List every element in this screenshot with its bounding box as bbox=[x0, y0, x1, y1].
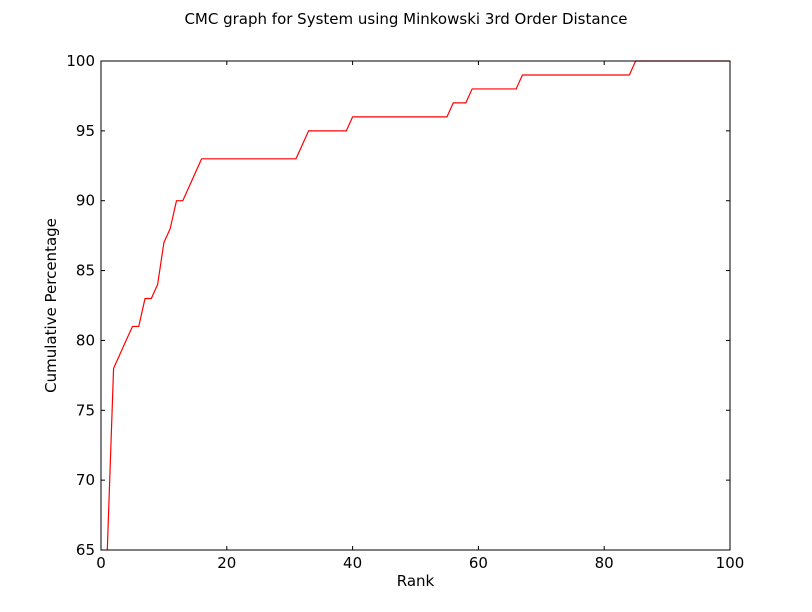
series-layer bbox=[106, 60, 730, 551]
x-tick-label: 80 bbox=[595, 554, 614, 572]
y-tick-label: 70 bbox=[76, 471, 95, 489]
y-tick-label: 85 bbox=[76, 262, 95, 280]
plot-area bbox=[101, 61, 730, 550]
y-tick-label: 90 bbox=[76, 192, 95, 210]
x-tick-label: 60 bbox=[469, 554, 488, 572]
y-tick-label: 95 bbox=[76, 122, 95, 140]
chart-title: CMC graph for System using Minkowski 3rd… bbox=[184, 10, 627, 28]
x-tick-label: 20 bbox=[217, 554, 236, 572]
y-tick-label: 80 bbox=[76, 331, 95, 349]
y-tick-label: 75 bbox=[76, 401, 95, 419]
x-tick-label: 0 bbox=[96, 554, 106, 572]
x-tick-label: 40 bbox=[343, 554, 362, 572]
x-tick-label: 100 bbox=[716, 554, 745, 572]
axes-ticks: 0 20 40 60 80 100 65 70 75 80 85 90 95 100 bbox=[66, 52, 744, 572]
series-line-0 bbox=[106, 60, 730, 551]
y-tick-label: 65 bbox=[76, 541, 95, 559]
plot-frame bbox=[100, 60, 731, 551]
y-tick-label: 100 bbox=[66, 52, 95, 70]
y-axis-label: Cumulative Percentage bbox=[42, 218, 60, 393]
x-axis-label: Rank bbox=[397, 572, 435, 590]
